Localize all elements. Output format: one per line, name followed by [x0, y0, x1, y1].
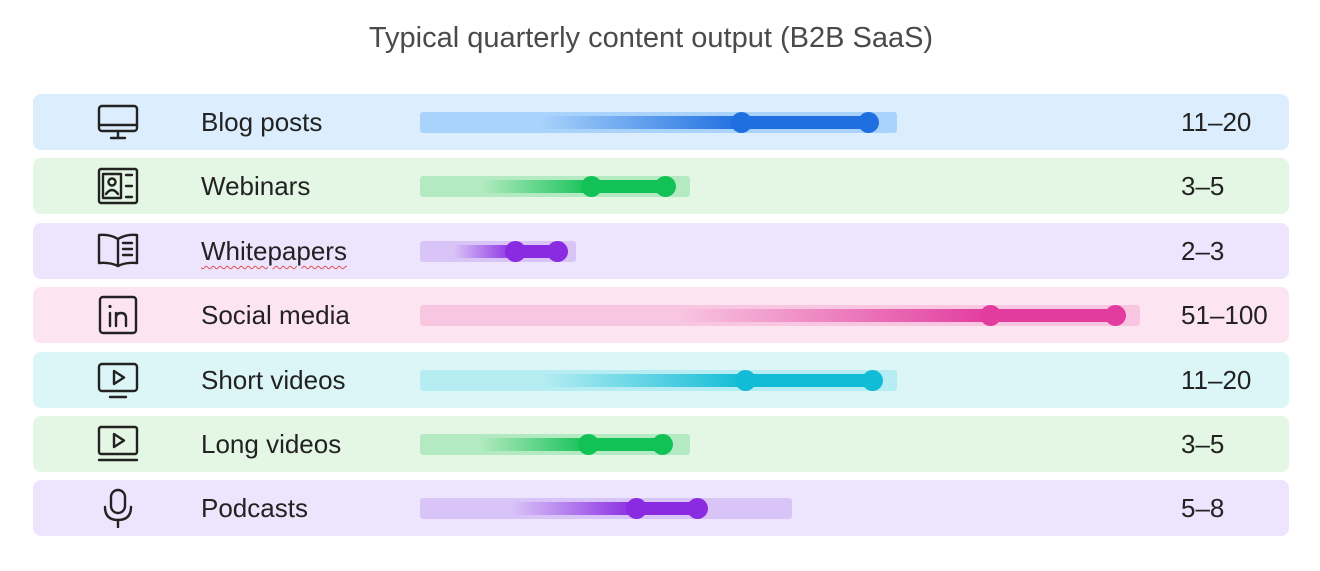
- row: Long videos 3–5: [33, 416, 1289, 472]
- icon: [96, 166, 140, 206]
- range-fill: [420, 373, 872, 387]
- range-dot: [547, 240, 568, 262]
- range-dot: [581, 176, 602, 198]
- range-dot: [980, 305, 1001, 327]
- range-dot: [1105, 305, 1126, 327]
- range-dot: [735, 369, 756, 391]
- range-dot: [578, 434, 599, 455]
- row-label: Short videos: [201, 364, 346, 395]
- icon-graphic: [97, 233, 139, 267]
- range-value: 3–5: [1181, 171, 1225, 202]
- row-label: Social media: [201, 300, 350, 331]
- row: Short videos 11–20: [33, 351, 1289, 408]
- row-label: Blog posts: [201, 107, 323, 137]
- icon: [96, 424, 140, 464]
- range-value: 11–20: [1181, 107, 1252, 137]
- range-dot: [626, 498, 647, 520]
- range-fill: [420, 438, 662, 451]
- row: Social media 51–100: [33, 287, 1289, 344]
- range-dot: [731, 112, 752, 133]
- range-value: 3–5: [1181, 429, 1225, 459]
- row: Podcasts 5–8: [33, 480, 1289, 537]
- range-fill: [420, 309, 1115, 323]
- range-fill: [420, 180, 665, 194]
- range-fill: [420, 116, 868, 129]
- range-value: 5–8: [1181, 493, 1225, 524]
- row-label: Long videos: [201, 429, 342, 459]
- row: Blog posts 11–20: [33, 94, 1289, 150]
- icon: [96, 360, 140, 400]
- row-label: Podcasts: [201, 493, 308, 524]
- row-label: Whitepapers: [201, 235, 347, 266]
- icon-graphic: [103, 489, 133, 529]
- range-dot: [862, 369, 883, 391]
- icon: [96, 102, 140, 142]
- range-fill: [420, 244, 557, 258]
- icon-graphic: [97, 168, 139, 205]
- range-dot: [652, 434, 673, 455]
- range-dot: [655, 176, 676, 198]
- icon-graphic: [97, 362, 139, 398]
- title: Typical quarterly content output (B2B Sa…: [368, 22, 934, 54]
- icon-graphic: [97, 425, 139, 462]
- icon-graphic: [98, 295, 138, 335]
- icon: [96, 231, 140, 271]
- range-value: 2–3: [1181, 235, 1225, 266]
- range-value: 11–20: [1181, 364, 1252, 395]
- row-label: Webinars: [201, 171, 311, 202]
- range-dot: [505, 240, 526, 262]
- row: Whitepapers 2–3: [33, 222, 1289, 279]
- range-dot: [858, 112, 879, 133]
- range-fill: [420, 502, 697, 516]
- range-value: 51–100: [1181, 300, 1268, 331]
- icon-graphic: [97, 104, 139, 140]
- range-dot: [687, 498, 708, 520]
- icon: [96, 295, 140, 335]
- icon: [96, 488, 140, 529]
- row: Webinars 3–5: [33, 158, 1289, 215]
